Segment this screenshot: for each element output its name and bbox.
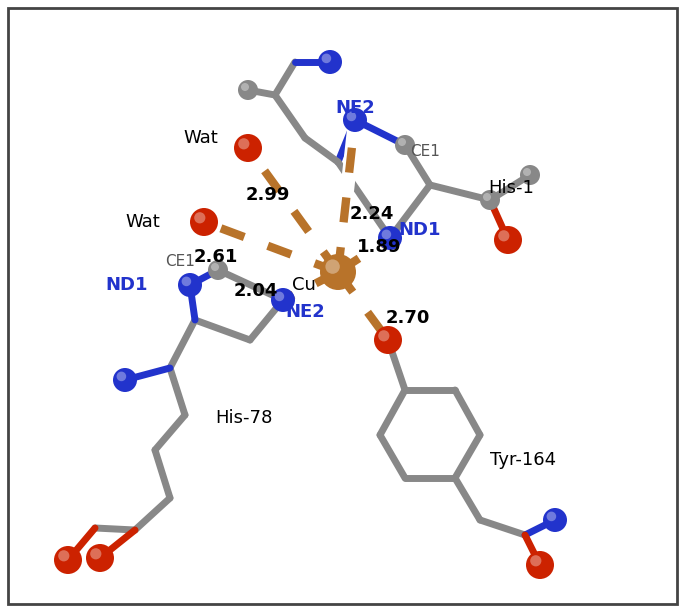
Circle shape xyxy=(113,368,137,392)
Circle shape xyxy=(58,550,69,561)
Text: Tyr-164: Tyr-164 xyxy=(490,451,556,469)
Text: His-78: His-78 xyxy=(215,409,273,427)
Circle shape xyxy=(54,546,82,574)
Circle shape xyxy=(395,135,415,155)
Circle shape xyxy=(343,108,367,132)
Text: NE2: NE2 xyxy=(335,99,375,117)
Text: 1.89: 1.89 xyxy=(357,238,401,256)
Circle shape xyxy=(378,330,389,341)
Circle shape xyxy=(321,54,332,63)
Text: 2.99: 2.99 xyxy=(246,186,290,204)
Circle shape xyxy=(275,291,284,301)
Circle shape xyxy=(530,555,541,566)
Circle shape xyxy=(190,208,218,236)
Text: Wat: Wat xyxy=(125,213,160,231)
Circle shape xyxy=(480,190,500,210)
Circle shape xyxy=(347,111,356,121)
Text: NE2: NE2 xyxy=(285,303,325,321)
Circle shape xyxy=(211,263,219,271)
Circle shape xyxy=(520,165,540,185)
Text: CE1: CE1 xyxy=(410,144,440,160)
Circle shape xyxy=(182,277,191,286)
Circle shape xyxy=(494,226,522,254)
Text: His-1: His-1 xyxy=(488,179,534,197)
Circle shape xyxy=(483,193,491,201)
Circle shape xyxy=(382,230,391,239)
Circle shape xyxy=(543,508,567,532)
Circle shape xyxy=(195,212,206,223)
Text: CE1: CE1 xyxy=(165,255,195,269)
Text: ND1: ND1 xyxy=(105,276,148,294)
Text: 2.70: 2.70 xyxy=(386,309,430,327)
Text: 2.04: 2.04 xyxy=(234,282,277,300)
Circle shape xyxy=(238,80,258,100)
Circle shape xyxy=(271,288,295,312)
Circle shape xyxy=(325,259,340,274)
Circle shape xyxy=(320,254,356,290)
Circle shape xyxy=(526,551,554,579)
Circle shape xyxy=(86,544,114,572)
Text: 2.24: 2.24 xyxy=(349,205,394,223)
Text: ND1: ND1 xyxy=(398,221,440,239)
Text: Cu: Cu xyxy=(292,276,316,294)
Circle shape xyxy=(178,273,202,297)
Circle shape xyxy=(378,226,402,250)
Circle shape xyxy=(90,548,101,559)
Circle shape xyxy=(238,138,249,149)
Text: Wat: Wat xyxy=(184,129,218,147)
Circle shape xyxy=(234,134,262,162)
Circle shape xyxy=(208,260,228,280)
Circle shape xyxy=(398,138,406,146)
Circle shape xyxy=(116,371,126,381)
Text: 2.61: 2.61 xyxy=(194,248,238,266)
Circle shape xyxy=(241,83,249,91)
Circle shape xyxy=(547,512,556,521)
Circle shape xyxy=(523,168,531,176)
Circle shape xyxy=(374,326,402,354)
Circle shape xyxy=(318,50,342,74)
Circle shape xyxy=(498,230,510,241)
